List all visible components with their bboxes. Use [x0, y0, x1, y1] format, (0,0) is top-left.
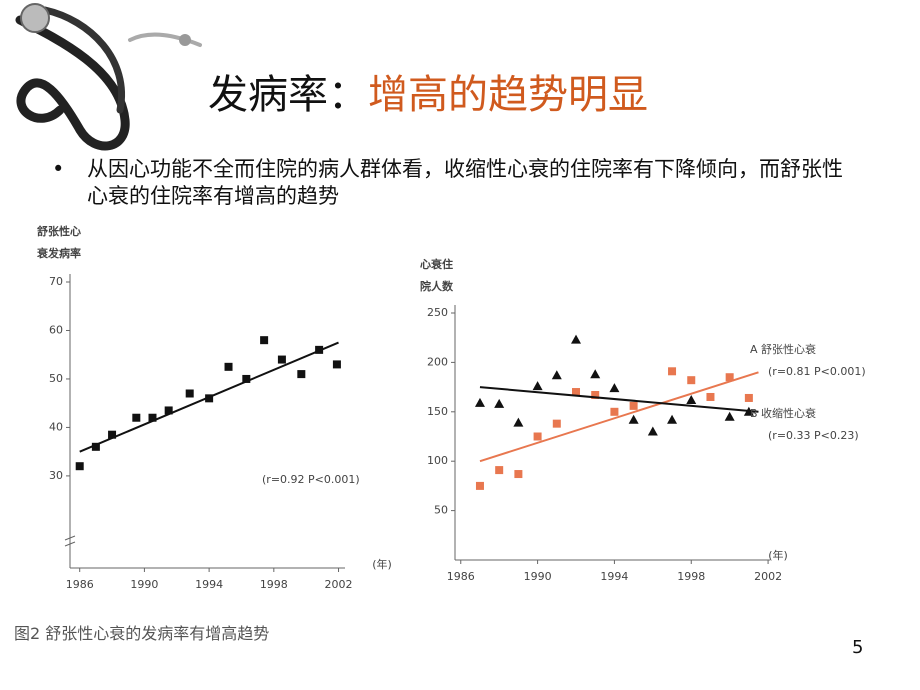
x-tick-label: 1986	[66, 578, 94, 591]
point	[686, 394, 697, 404]
stethoscope	[15, 3, 202, 151]
point	[75, 462, 84, 471]
point	[571, 334, 582, 344]
point	[224, 362, 233, 371]
title-highlight: 增高的趋势明显	[368, 72, 648, 118]
y-tick-label: 100	[427, 454, 448, 467]
x-tick-label: 1994	[195, 578, 223, 591]
point	[533, 432, 542, 441]
bullet-text: 从因心功能不全而住院的病人群体看，收缩性心衰的住院率有下降倾向，而舒张性心衰的住…	[52, 156, 857, 210]
point	[724, 411, 735, 421]
point	[474, 397, 485, 407]
trend-line	[479, 371, 759, 463]
x-tick-label: 1990	[130, 578, 158, 591]
legend-label: A 舒张性心衰	[750, 342, 816, 356]
point	[91, 442, 100, 451]
point	[514, 470, 523, 479]
legend-label: B 收缩性心衰	[750, 406, 816, 420]
point	[706, 392, 715, 401]
point	[744, 393, 753, 402]
page-number: 5	[852, 637, 864, 658]
x-tick-label: 1986	[447, 570, 475, 583]
y-tick-label: 50	[434, 504, 448, 517]
point	[687, 376, 696, 385]
point	[277, 355, 286, 364]
y-tick-label: 60	[49, 323, 63, 336]
point	[609, 383, 620, 393]
point	[667, 414, 678, 424]
x-tick-label: 1998	[677, 570, 705, 583]
point	[629, 401, 638, 410]
point	[628, 414, 639, 424]
point	[332, 360, 341, 369]
point	[495, 466, 504, 475]
x-unit: (年)	[372, 557, 392, 571]
legend-stat: (r=0.81 P<0.001)	[768, 365, 866, 378]
x-tick-label: 2002	[325, 578, 353, 591]
point	[475, 481, 484, 490]
y-axis-label: 衰发病率	[36, 246, 81, 260]
point	[148, 413, 157, 422]
x-tick-label: 1998	[260, 578, 288, 591]
y-tick-label: 70	[49, 275, 63, 288]
point	[494, 398, 505, 408]
point	[591, 391, 600, 400]
point	[647, 426, 658, 436]
y-tick-label: 200	[427, 355, 448, 368]
point	[132, 413, 141, 422]
x-tick-label: 2002	[754, 570, 782, 583]
point	[532, 381, 543, 391]
y-tick-label: 40	[49, 420, 63, 433]
point	[725, 373, 734, 382]
y-tick-label: 250	[427, 306, 448, 319]
point	[572, 388, 581, 397]
point	[205, 394, 214, 403]
y-axis-label: 院人数	[420, 279, 454, 293]
title-prefix: 发病率：	[208, 72, 368, 118]
point	[315, 345, 324, 354]
point	[610, 407, 619, 416]
point	[590, 369, 601, 379]
point	[164, 406, 173, 415]
x-unit: (年)	[768, 548, 788, 562]
point	[185, 389, 194, 398]
point	[108, 430, 117, 439]
y-tick-label: 50	[49, 372, 63, 385]
legend-stat: (r=0.33 P<0.23)	[768, 429, 859, 442]
point	[513, 417, 524, 427]
point	[552, 419, 561, 428]
point	[551, 370, 562, 380]
y-axis-label: 心衰住	[420, 257, 453, 271]
y-tick-label: 30	[49, 469, 63, 482]
point	[297, 370, 306, 379]
y-axis-label: 舒张性心	[37, 224, 81, 238]
x-tick-label: 1990	[524, 570, 552, 583]
point	[743, 406, 754, 416]
trend-line	[479, 386, 759, 413]
slide-title: 发病率：增高的趋势明显	[208, 62, 648, 120]
figure-caption: 图2 舒张性心衰的发病率有增高趋势	[14, 624, 270, 643]
annotation: (r=0.92 P<0.001)	[262, 473, 360, 486]
point	[260, 336, 269, 345]
axis-break	[64, 535, 76, 547]
y-tick-label: 150	[427, 405, 448, 418]
x-tick-label: 1994	[600, 570, 628, 583]
point	[242, 374, 251, 383]
point	[668, 367, 677, 376]
